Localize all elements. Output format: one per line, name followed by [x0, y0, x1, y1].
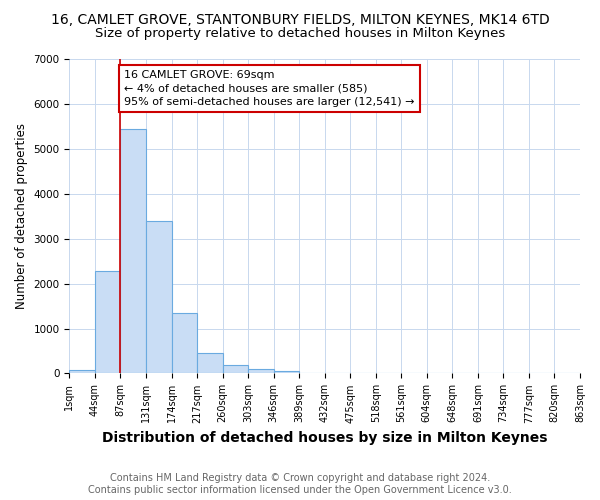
Bar — [70, 370, 95, 374]
Bar — [146, 220, 172, 374]
Bar — [172, 313, 197, 374]
X-axis label: Distribution of detached houses by size in Milton Keynes: Distribution of detached houses by size … — [102, 431, 547, 445]
Bar — [95, 271, 121, 374]
Text: 16, CAMLET GROVE, STANTONBURY FIELDS, MILTON KEYNES, MK14 6TD: 16, CAMLET GROVE, STANTONBURY FIELDS, MI… — [50, 12, 550, 26]
Bar — [223, 366, 248, 374]
Bar — [121, 128, 146, 374]
Bar — [248, 369, 274, 374]
Y-axis label: Number of detached properties: Number of detached properties — [15, 123, 28, 309]
Text: Contains HM Land Registry data © Crown copyright and database right 2024.
Contai: Contains HM Land Registry data © Crown c… — [88, 474, 512, 495]
Bar — [197, 353, 223, 374]
Text: Size of property relative to detached houses in Milton Keynes: Size of property relative to detached ho… — [95, 28, 505, 40]
Text: 16 CAMLET GROVE: 69sqm
← 4% of detached houses are smaller (585)
95% of semi-det: 16 CAMLET GROVE: 69sqm ← 4% of detached … — [124, 70, 415, 106]
Bar — [274, 370, 299, 374]
